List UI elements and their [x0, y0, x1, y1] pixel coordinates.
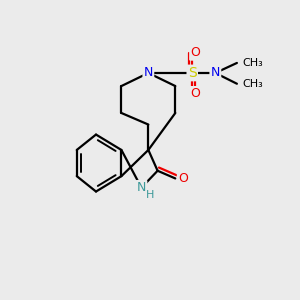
Text: S: S: [188, 66, 197, 80]
Text: O: O: [190, 46, 200, 59]
Text: H: H: [146, 190, 154, 200]
Text: CH₃: CH₃: [242, 58, 263, 68]
Text: O: O: [178, 172, 188, 185]
Text: CH₃: CH₃: [242, 79, 263, 89]
Text: N: N: [211, 67, 220, 80]
Text: N: N: [144, 67, 153, 80]
Text: N: N: [137, 181, 146, 194]
Text: O: O: [190, 87, 200, 100]
